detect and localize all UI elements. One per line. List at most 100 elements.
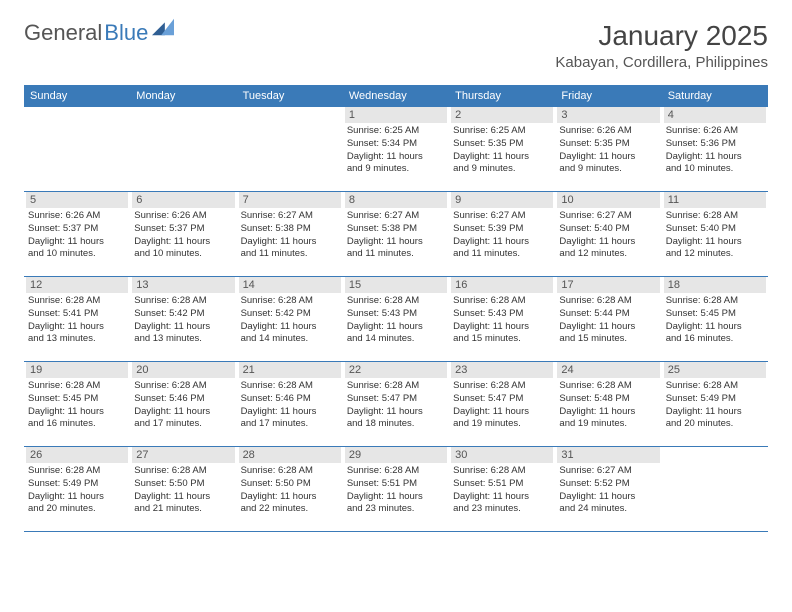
day-detail-line: and 22 minutes. <box>241 503 339 516</box>
month-title: January 2025 <box>555 20 768 52</box>
day-detail-line: Sunrise: 6:26 AM <box>666 125 764 138</box>
day-detail-line: and 14 minutes. <box>241 333 339 346</box>
day-detail-line: and 16 minutes. <box>666 333 764 346</box>
day-detail-line: Sunrise: 6:28 AM <box>241 380 339 393</box>
day-detail-line: Sunset: 5:45 PM <box>28 393 126 406</box>
day-cell: 7Sunrise: 6:27 AMSunset: 5:38 PMDaylight… <box>237 192 343 276</box>
day-detail-line: Daylight: 11 hours <box>28 406 126 419</box>
day-cell: 12Sunrise: 6:28 AMSunset: 5:41 PMDayligh… <box>24 277 130 361</box>
brand-logo: GeneralBlue <box>24 20 174 46</box>
day-cell: 27Sunrise: 6:28 AMSunset: 5:50 PMDayligh… <box>130 447 236 531</box>
day-detail-line: Sunrise: 6:28 AM <box>666 295 764 308</box>
day-detail-line: Sunset: 5:42 PM <box>241 308 339 321</box>
day-detail-line: Sunset: 5:40 PM <box>666 223 764 236</box>
day-details: Sunrise: 6:28 AMSunset: 5:51 PMDaylight:… <box>345 465 447 516</box>
day-details: Sunrise: 6:28 AMSunset: 5:49 PMDaylight:… <box>664 380 766 431</box>
day-detail-line: Sunset: 5:51 PM <box>347 478 445 491</box>
day-number: 25 <box>664 362 766 378</box>
day-detail-line: and 12 minutes. <box>559 248 657 261</box>
day-detail-line: and 19 minutes. <box>453 418 551 431</box>
day-details: Sunrise: 6:27 AMSunset: 5:38 PMDaylight:… <box>239 210 341 261</box>
day-details: Sunrise: 6:28 AMSunset: 5:45 PMDaylight:… <box>664 295 766 346</box>
day-number: 12 <box>26 277 128 293</box>
day-cell: 29Sunrise: 6:28 AMSunset: 5:51 PMDayligh… <box>343 447 449 531</box>
day-detail-line: and 9 minutes. <box>559 163 657 176</box>
day-detail-line: Sunrise: 6:28 AM <box>241 465 339 478</box>
day-details: Sunrise: 6:28 AMSunset: 5:50 PMDaylight:… <box>132 465 234 516</box>
day-cell: 26Sunrise: 6:28 AMSunset: 5:49 PMDayligh… <box>24 447 130 531</box>
day-cell: 31Sunrise: 6:27 AMSunset: 5:52 PMDayligh… <box>555 447 661 531</box>
day-details: Sunrise: 6:28 AMSunset: 5:47 PMDaylight:… <box>345 380 447 431</box>
day-detail-line: and 10 minutes. <box>134 248 232 261</box>
day-detail-line: and 13 minutes. <box>28 333 126 346</box>
day-detail-line: Daylight: 11 hours <box>134 491 232 504</box>
day-cell: 16Sunrise: 6:28 AMSunset: 5:43 PMDayligh… <box>449 277 555 361</box>
day-detail-line: Daylight: 11 hours <box>453 406 551 419</box>
day-of-week-cell: Tuesday <box>237 85 343 107</box>
day-detail-line: Sunrise: 6:28 AM <box>666 380 764 393</box>
day-detail-line: Sunrise: 6:28 AM <box>559 295 657 308</box>
day-cell: 8Sunrise: 6:27 AMSunset: 5:38 PMDaylight… <box>343 192 449 276</box>
day-detail-line: Sunset: 5:43 PM <box>453 308 551 321</box>
day-detail-line: Daylight: 11 hours <box>28 321 126 334</box>
day-detail-line: Daylight: 11 hours <box>559 321 657 334</box>
day-detail-line: Daylight: 11 hours <box>241 236 339 249</box>
day-detail-line: Sunset: 5:34 PM <box>347 138 445 151</box>
day-detail-line: Sunset: 5:36 PM <box>666 138 764 151</box>
day-detail-line: and 9 minutes. <box>453 163 551 176</box>
day-number: 28 <box>239 447 341 463</box>
day-detail-line: and 17 minutes. <box>241 418 339 431</box>
day-detail-line: Sunrise: 6:28 AM <box>134 465 232 478</box>
day-detail-line: Sunrise: 6:28 AM <box>666 210 764 223</box>
day-detail-line: Daylight: 11 hours <box>559 236 657 249</box>
day-number: 11 <box>664 192 766 208</box>
day-number: 18 <box>664 277 766 293</box>
day-of-week-cell: Wednesday <box>343 85 449 107</box>
day-details: Sunrise: 6:28 AMSunset: 5:42 PMDaylight:… <box>239 295 341 346</box>
day-cell: 24Sunrise: 6:28 AMSunset: 5:48 PMDayligh… <box>555 362 661 446</box>
day-detail-line: Sunrise: 6:28 AM <box>134 295 232 308</box>
day-details: Sunrise: 6:28 AMSunset: 5:43 PMDaylight:… <box>345 295 447 346</box>
day-detail-line: Daylight: 11 hours <box>134 406 232 419</box>
day-cell: 6Sunrise: 6:26 AMSunset: 5:37 PMDaylight… <box>130 192 236 276</box>
day-cell: 18 Sunrise: 6:28 AMSunset: 5:45 PMDayligh… <box>662 277 768 361</box>
day-detail-line: Daylight: 11 hours <box>559 151 657 164</box>
day-detail-line: Sunrise: 6:25 AM <box>347 125 445 138</box>
day-cell: 23Sunrise: 6:28 AMSunset: 5:47 PMDayligh… <box>449 362 555 446</box>
day-details: Sunrise: 6:28 AMSunset: 5:47 PMDaylight:… <box>451 380 553 431</box>
day-detail-line: Daylight: 11 hours <box>559 491 657 504</box>
day-detail-line: Sunset: 5:39 PM <box>453 223 551 236</box>
week-row: 5Sunrise: 6:26 AMSunset: 5:37 PMDaylight… <box>24 192 768 277</box>
day-cell: 4Sunrise: 6:26 AMSunset: 5:36 PMDaylight… <box>662 107 768 191</box>
day-detail-line: Sunrise: 6:26 AM <box>559 125 657 138</box>
day-detail-line: Sunset: 5:41 PM <box>28 308 126 321</box>
day-detail-line: Daylight: 11 hours <box>347 321 445 334</box>
day-number: 15 <box>345 277 447 293</box>
day-number: 3 <box>557 107 659 123</box>
week-row: 1Sunrise: 6:25 AMSunset: 5:34 PMDaylight… <box>24 107 768 192</box>
day-number: 4 <box>664 107 766 123</box>
day-detail-line: Sunrise: 6:26 AM <box>134 210 232 223</box>
day-detail-line: Sunset: 5:38 PM <box>347 223 445 236</box>
day-detail-line: Sunrise: 6:28 AM <box>453 465 551 478</box>
day-number: 10 <box>557 192 659 208</box>
day-detail-line: and 19 minutes. <box>559 418 657 431</box>
day-details: Sunrise: 6:27 AMSunset: 5:38 PMDaylight:… <box>345 210 447 261</box>
day-detail-line: and 10 minutes. <box>666 163 764 176</box>
day-cell: 30Sunrise: 6:28 AMSunset: 5:51 PMDayligh… <box>449 447 555 531</box>
day-cell <box>130 107 236 191</box>
day-details: Sunrise: 6:28 AMSunset: 5:45 PMDaylight:… <box>26 380 128 431</box>
day-detail-line: Sunset: 5:47 PM <box>347 393 445 406</box>
day-detail-line: Daylight: 11 hours <box>347 151 445 164</box>
day-detail-line: Sunset: 5:52 PM <box>559 478 657 491</box>
day-details: Sunrise: 6:28 AMSunset: 5:40 PMDaylight:… <box>664 210 766 261</box>
day-cell: 22Sunrise: 6:28 AMSunset: 5:47 PMDayligh… <box>343 362 449 446</box>
day-detail-line: Sunset: 5:49 PM <box>666 393 764 406</box>
day-detail-line: Sunset: 5:42 PM <box>134 308 232 321</box>
week-row: 26Sunrise: 6:28 AMSunset: 5:49 PMDayligh… <box>24 447 768 532</box>
day-detail-line: and 23 minutes. <box>347 503 445 516</box>
logo-mark-icon <box>152 18 174 36</box>
day-detail-line: and 15 minutes. <box>559 333 657 346</box>
day-detail-line: Sunrise: 6:25 AM <box>453 125 551 138</box>
day-detail-line: Daylight: 11 hours <box>453 151 551 164</box>
